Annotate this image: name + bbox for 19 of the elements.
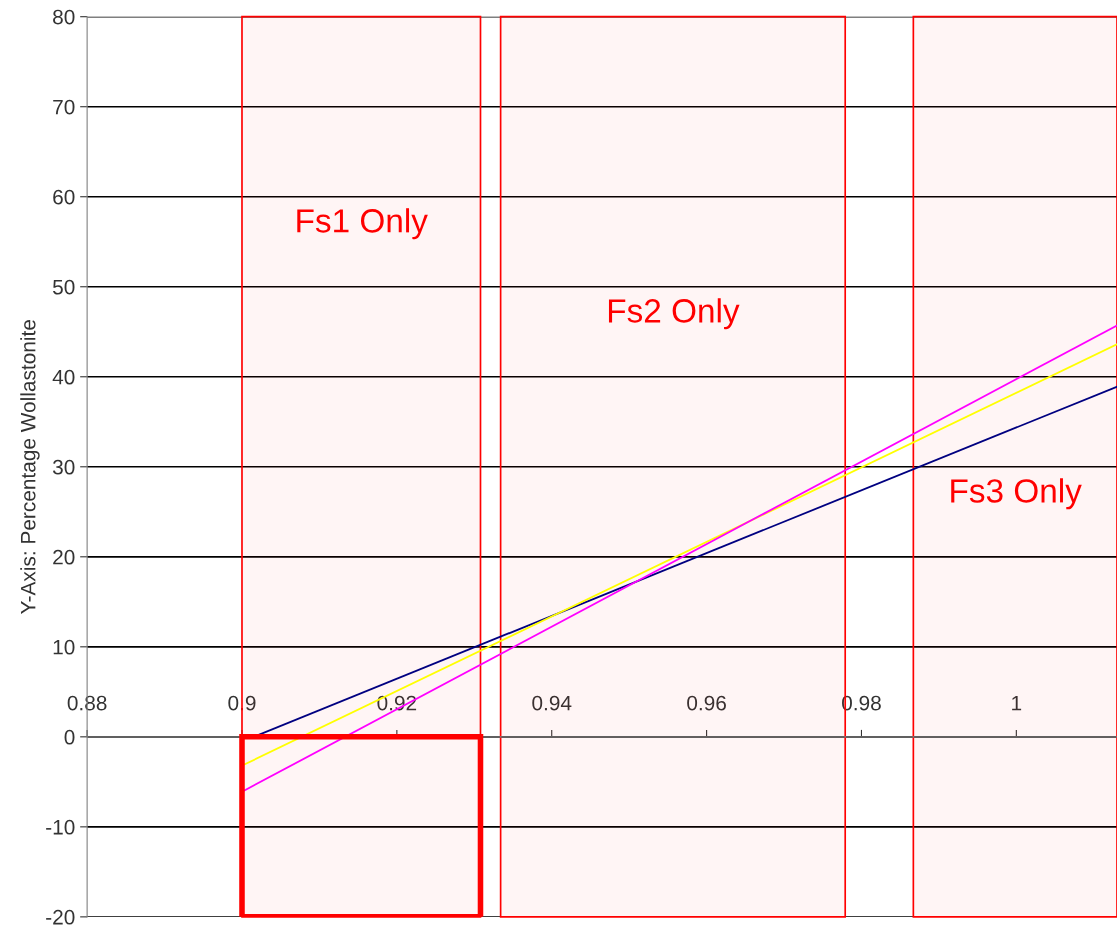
- x-tick-label: 0.88: [67, 695, 107, 711]
- y-tick-label: 20: [53, 549, 75, 565]
- x-tick-label: 0.96: [687, 695, 726, 711]
- y-tick-label: 10: [53, 639, 75, 655]
- y-tick-label: 0: [64, 729, 75, 745]
- x-tick-label: 1: [1012, 695, 1022, 711]
- band-label: Fs3 Only: [951, 478, 1082, 510]
- y-tick-label: 40: [52, 369, 75, 385]
- y-tick-label: 70: [53, 99, 75, 115]
- y-tick-label: 30: [52, 459, 75, 475]
- band-label: Fs1 Only: [297, 208, 428, 240]
- x-tick-label: 0.94: [532, 695, 572, 711]
- y-tick-label: -20: [46, 909, 75, 925]
- y-tick-label: -10: [46, 819, 75, 835]
- band-label: Fs2 Only: [608, 298, 740, 330]
- y-axis-title: Y-Axis: Percentage Wollastonite: [20, 320, 40, 614]
- y-tick-label: 50: [52, 279, 75, 295]
- y-tick-label: 80: [53, 9, 75, 25]
- y-tick-label: 60: [53, 189, 75, 205]
